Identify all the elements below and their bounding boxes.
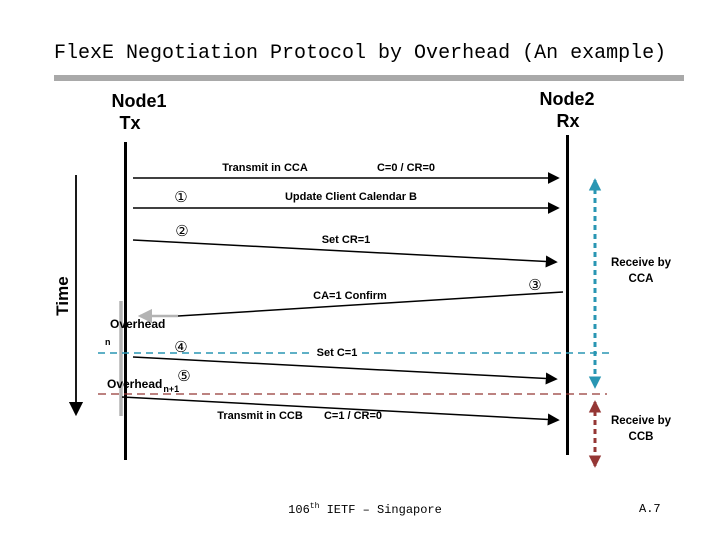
receive-ccb-line2: CCB — [628, 430, 654, 443]
footer-page-number: A.7 — [639, 502, 661, 516]
step-1-badge: ① — [174, 189, 188, 206]
msg6-transmit-label: Transmit in CCB — [217, 410, 303, 422]
receive-ccb-line1: Receive by — [610, 415, 672, 427]
footer-conference-label: 106th IETF – Singapore — [288, 502, 442, 517]
receive-cca-line1: Receive by — [610, 257, 672, 269]
step-3-badge: ③ — [528, 277, 542, 294]
msg3-label: Set CR=1 — [321, 234, 371, 246]
node1-role-label: Tx — [119, 113, 141, 133]
footer-superscript: th — [309, 502, 320, 511]
node1-name-label: Node1 — [111, 91, 167, 111]
msg6-arrow — [121, 396, 560, 426]
time-axis-label: Time — [52, 276, 72, 316]
receive-cca-line2: CCA — [628, 272, 654, 285]
overhead-n1-label: Overheadn+1 — [107, 377, 180, 394]
msg4-line — [177, 291, 564, 317]
footer-number: 106 — [288, 503, 310, 517]
msg3-arrow — [132, 239, 558, 268]
msg1-transmit-label: Transmit in CCA — [222, 162, 308, 174]
overhead-n1-base: Overhead — [107, 377, 163, 391]
msg2-label: Update Client Calendar B — [284, 191, 418, 203]
overhead-n-subscript: n — [105, 337, 111, 347]
node2-role-label: Rx — [556, 111, 580, 131]
page-title: FlexE Negotiation Protocol by Overhead (… — [54, 42, 667, 65]
receive-ccb-label: Receive by CCB — [611, 414, 671, 445]
overhead-n-label: Overhead — [110, 317, 166, 331]
step-2-badge: ② — [175, 223, 189, 240]
msg6-value-label: C=1 / CR=0 — [323, 410, 383, 422]
node2-name-label: Node2 — [539, 89, 595, 109]
msg5-label: Set C=1 — [312, 347, 362, 361]
step-4-badge: ④ — [174, 339, 188, 356]
overhead-n1-subscript: n+1 — [163, 384, 180, 394]
title-divider — [54, 75, 684, 81]
footer-text: IETF – Singapore — [319, 503, 442, 517]
msg4-label: CA=1 Confirm — [313, 290, 387, 302]
receive-cca-label: Receive by CCA — [611, 256, 671, 287]
step-5-badge: ⑤ — [177, 368, 191, 385]
msg1-value-label: C=0 / CR=0 — [376, 162, 436, 174]
msg5-arrow — [132, 356, 558, 385]
